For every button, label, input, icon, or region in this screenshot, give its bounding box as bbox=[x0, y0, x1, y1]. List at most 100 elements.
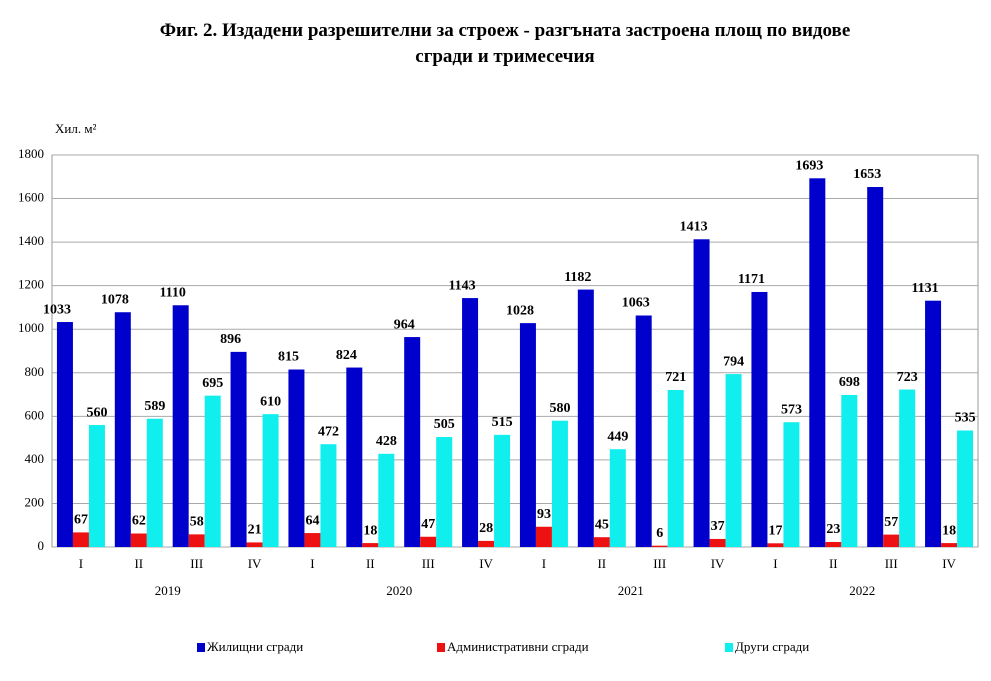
bar bbox=[462, 298, 479, 547]
bar bbox=[899, 389, 916, 547]
bar bbox=[378, 453, 395, 547]
x-tick-label: IV bbox=[479, 556, 493, 571]
y-tick-label: 800 bbox=[25, 364, 45, 379]
group-label: 2021 bbox=[618, 583, 644, 598]
value-label: 58 bbox=[190, 515, 204, 530]
x-tick-label: II bbox=[134, 556, 143, 571]
bar bbox=[783, 422, 800, 547]
value-label: 1693 bbox=[795, 159, 823, 174]
bar bbox=[519, 323, 536, 547]
chart-title: Фиг. 2. Издадени разрешителни за строеж … bbox=[159, 20, 851, 67]
value-label: 1110 bbox=[159, 285, 185, 300]
value-label: 21 bbox=[248, 523, 262, 538]
bar bbox=[346, 367, 363, 547]
x-tick-label: II bbox=[366, 556, 375, 571]
value-label: 64 bbox=[305, 513, 319, 528]
value-label: 505 bbox=[434, 417, 455, 432]
y-tick-label: 0 bbox=[38, 538, 45, 553]
bar bbox=[883, 534, 900, 547]
bar bbox=[304, 533, 321, 547]
value-label: 698 bbox=[839, 375, 860, 390]
value-label: 67 bbox=[74, 513, 88, 528]
value-label: 1063 bbox=[622, 296, 650, 311]
bar bbox=[941, 543, 958, 547]
bar bbox=[320, 444, 337, 547]
bar bbox=[56, 322, 73, 547]
bar bbox=[262, 414, 279, 547]
value-label: 610 bbox=[260, 394, 281, 409]
value-label: 428 bbox=[376, 434, 397, 449]
x-tick-label: I bbox=[79, 556, 83, 571]
value-label: 23 bbox=[826, 522, 840, 537]
value-label: 815 bbox=[278, 350, 299, 365]
value-label: 560 bbox=[86, 405, 107, 420]
legend-label: Административни сгради bbox=[447, 639, 589, 654]
bar bbox=[925, 300, 942, 547]
x-tick-label: I bbox=[542, 556, 546, 571]
group-label: 2020 bbox=[386, 583, 412, 598]
x-tick-label: II bbox=[597, 556, 606, 571]
y-tick-label: 600 bbox=[25, 407, 45, 422]
bar bbox=[635, 315, 652, 547]
x-tick-label: III bbox=[653, 556, 666, 571]
bar bbox=[667, 389, 684, 547]
y-tick-label: 1200 bbox=[18, 277, 44, 292]
value-label: 896 bbox=[220, 332, 241, 347]
value-label: 62 bbox=[132, 514, 146, 529]
bar bbox=[709, 538, 726, 547]
value-label: 17 bbox=[768, 524, 782, 539]
value-label: 1028 bbox=[506, 303, 534, 318]
value-label: 28 bbox=[479, 521, 493, 536]
bar bbox=[362, 543, 379, 547]
value-label: 1033 bbox=[43, 302, 71, 317]
legend-swatch bbox=[725, 643, 733, 652]
value-label: 794 bbox=[723, 354, 744, 369]
value-label: 580 bbox=[549, 401, 570, 416]
bar bbox=[693, 239, 710, 547]
legend-label: Жилищни сгради bbox=[207, 639, 303, 654]
legend-swatch bbox=[197, 643, 205, 652]
group-label: 2022 bbox=[849, 583, 875, 598]
bar bbox=[204, 395, 221, 547]
value-label: 472 bbox=[318, 424, 339, 439]
bar bbox=[246, 542, 263, 547]
x-tick-label: III bbox=[885, 556, 898, 571]
value-label: 1182 bbox=[564, 270, 591, 285]
value-label: 47 bbox=[421, 517, 435, 532]
value-label: 57 bbox=[884, 515, 898, 530]
value-label: 1171 bbox=[738, 272, 765, 287]
bar bbox=[867, 187, 884, 547]
y-tick-label: 1800 bbox=[18, 146, 44, 161]
value-label: 1078 bbox=[101, 292, 129, 307]
bar bbox=[494, 434, 511, 547]
bar bbox=[420, 536, 437, 547]
y-tick-label: 1600 bbox=[18, 190, 44, 205]
bar bbox=[609, 449, 626, 547]
x-tick-label: IV bbox=[711, 556, 725, 571]
bar bbox=[725, 374, 742, 547]
value-label: 1653 bbox=[853, 167, 881, 182]
value-label: 964 bbox=[394, 317, 415, 332]
value-label: 515 bbox=[492, 415, 513, 430]
bar bbox=[577, 289, 594, 547]
bar bbox=[535, 526, 552, 547]
x-tick-label: IV bbox=[942, 556, 956, 571]
value-label: 723 bbox=[897, 370, 918, 385]
value-label: 449 bbox=[607, 429, 628, 444]
value-label: 589 bbox=[144, 399, 165, 414]
value-label: 1413 bbox=[680, 219, 708, 234]
x-tick-label: I bbox=[310, 556, 314, 571]
bar bbox=[114, 312, 131, 547]
bar bbox=[551, 420, 568, 547]
value-label: 695 bbox=[202, 376, 223, 391]
bar bbox=[651, 545, 668, 547]
value-label: 535 bbox=[955, 411, 976, 426]
value-label: 18 bbox=[942, 523, 956, 538]
value-label: 721 bbox=[665, 370, 686, 385]
y-axis-label: Хил. м² bbox=[55, 121, 97, 136]
bar bbox=[751, 291, 768, 547]
bar bbox=[288, 369, 305, 547]
x-tick-label: III bbox=[190, 556, 203, 571]
bar bbox=[230, 351, 247, 547]
